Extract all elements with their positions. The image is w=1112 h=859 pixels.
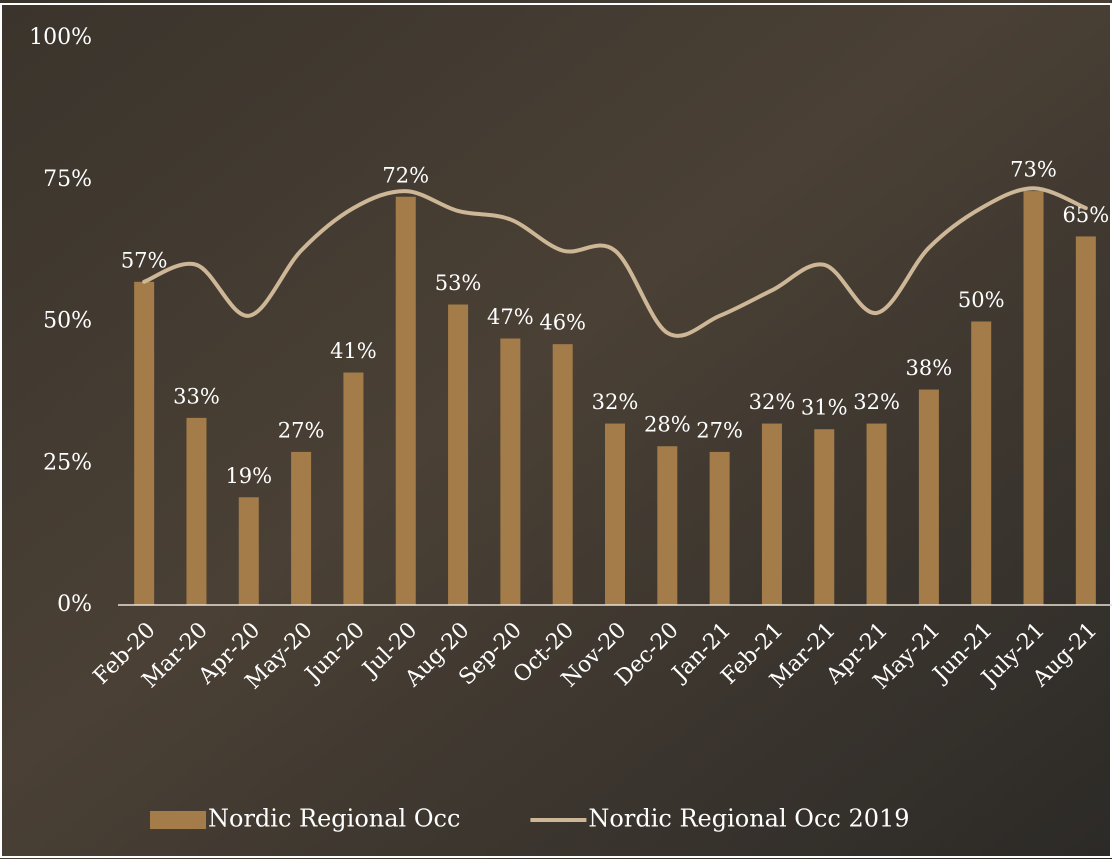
data-label: 27%: [278, 418, 325, 442]
bar: [291, 451, 312, 605]
data-label: 32%: [749, 390, 796, 414]
frame: [0, 3, 1112, 858]
bar: [605, 423, 625, 605]
y-tick-label: 0%: [57, 592, 92, 617]
y-tick-label: 75%: [43, 167, 92, 192]
bar: [238, 497, 259, 605]
y-tick-label: 100%: [29, 25, 92, 50]
data-label: 57%: [121, 248, 168, 272]
bar: [709, 451, 730, 605]
bar: [761, 423, 782, 605]
data-label: 33%: [173, 384, 220, 408]
bar: [971, 321, 992, 605]
line: [142, 186, 1088, 338]
y-tick-label: 50%: [43, 309, 92, 334]
data-label: 73%: [1010, 158, 1057, 182]
data-label: 53%: [435, 271, 482, 295]
bar: [448, 304, 469, 605]
bar: [657, 446, 678, 605]
bar: [1023, 191, 1044, 605]
data-label: 32%: [592, 390, 639, 414]
legend-label: Nordic Regional Occ: [208, 805, 460, 833]
bar: [814, 429, 835, 605]
data-label: 31%: [801, 396, 848, 420]
bar: [1075, 236, 1096, 605]
bar: [918, 389, 939, 605]
data-label: 46%: [539, 311, 586, 335]
data-label: 50%: [958, 288, 1005, 312]
data-label: 41%: [330, 339, 377, 363]
bar: [395, 196, 416, 605]
data-label: 19%: [225, 464, 272, 488]
data-label: 47%: [487, 305, 534, 329]
data-label: 32%: [853, 390, 900, 414]
legend-label: Nordic Regional Occ 2019: [588, 805, 909, 833]
data-label: 28%: [644, 413, 691, 437]
bar: [866, 423, 887, 605]
bar: [552, 344, 573, 605]
y-tick-label: 25%: [43, 450, 92, 475]
bar: [186, 417, 207, 605]
legend-swatch: [150, 811, 206, 829]
bar: [343, 372, 364, 605]
bar: [134, 281, 155, 605]
bar: [500, 338, 521, 605]
data-label: 72%: [382, 163, 429, 187]
data-label: 27%: [696, 418, 743, 442]
data-label: 38%: [906, 356, 953, 380]
